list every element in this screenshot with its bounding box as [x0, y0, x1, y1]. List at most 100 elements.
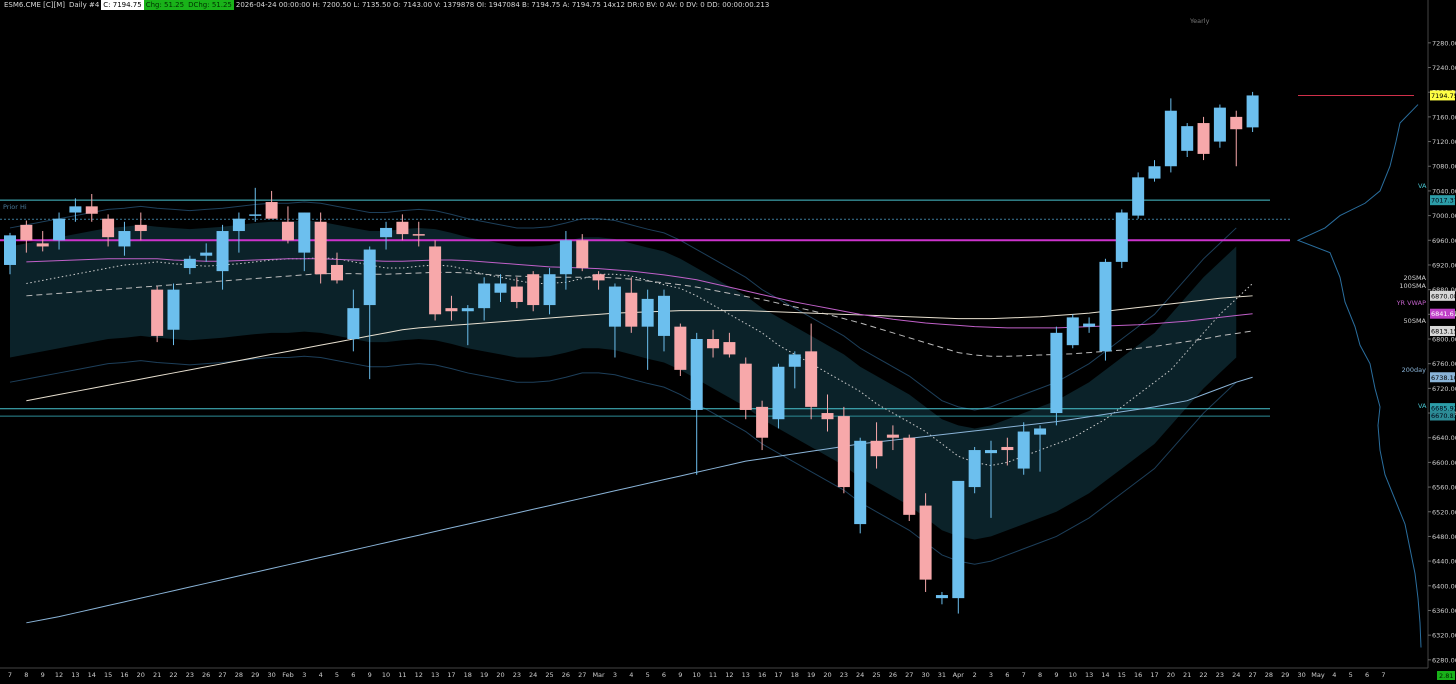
date-tick-label: 27: [218, 671, 226, 679]
corner-badge-box: [1437, 671, 1455, 680]
candle-body: [281, 221, 294, 241]
price-tick-label: 7280.00: [1432, 39, 1456, 47]
price-tick-label: 6360.00: [1432, 607, 1456, 615]
candle-body: [1246, 95, 1259, 128]
va-low-badge-text: 6685.92: [1431, 405, 1456, 413]
date-tick-label: 20: [1167, 671, 1175, 679]
down-candle: [510, 277, 523, 309]
down-candle: [886, 425, 899, 451]
date-tick-label: 26: [562, 671, 570, 679]
date-tick-label: 26: [202, 671, 210, 679]
va-low-label: VA: [1418, 402, 1427, 410]
candle-body: [919, 505, 932, 580]
down-candle: [576, 234, 589, 272]
up-candle: [559, 231, 572, 290]
sma50-badge-box: [1430, 325, 1455, 336]
date-tick-label: 6: [1365, 671, 1369, 679]
down-candle: [903, 434, 916, 522]
up-candle: [1099, 258, 1112, 361]
date-tick-label: 30: [267, 671, 275, 679]
date-tick-label: 19: [807, 671, 815, 679]
va-high-badge-text: 7017.37: [1431, 197, 1456, 205]
down-candle: [1001, 437, 1014, 466]
date-tick-label: Mar: [592, 671, 605, 679]
candle-body: [658, 295, 670, 336]
candle-body: [445, 308, 458, 312]
up-candle: [118, 221, 131, 256]
candle-body: [461, 308, 474, 312]
price-tick-label: 6640.00: [1432, 434, 1456, 442]
down-candle: [429, 240, 442, 321]
date-tick-label: 15: [104, 671, 112, 679]
candle-body: [1148, 166, 1161, 179]
date-tick-label: 3: [613, 671, 617, 679]
up-candle: [1246, 91, 1259, 133]
price-tick-label: 6960.00: [1432, 237, 1456, 245]
va-high-badge-box: [1430, 195, 1455, 206]
bollinger-bands: [9, 201, 1237, 565]
candles: [4, 91, 1259, 614]
up-candle: [1164, 98, 1177, 173]
up-candle: [1115, 209, 1128, 269]
candle-body: [1066, 317, 1079, 346]
candle-body: [494, 283, 507, 293]
prior-high-label: Prior Hi: [3, 203, 27, 211]
candle-body: [527, 274, 540, 306]
interval-label[interactable]: Daily #4: [69, 1, 100, 9]
date-tick-label: 5: [335, 671, 339, 679]
date-tick-label: 9: [1054, 671, 1058, 679]
candle-body: [854, 440, 867, 525]
date-tick-label: 6: [662, 671, 666, 679]
price-tick-label: 7160.00: [1432, 113, 1456, 121]
date-tick-label: 15: [1118, 671, 1126, 679]
candle-body: [772, 366, 785, 420]
date-tick-label: 19: [480, 671, 488, 679]
candle-body: [265, 202, 278, 219]
down-candle: [756, 400, 769, 451]
date-tick-label: 23: [1216, 671, 1224, 679]
candle-body: [412, 234, 425, 236]
candle-body: [985, 450, 997, 454]
symbol-label[interactable]: ESM6.CME [C][M]: [4, 1, 66, 9]
up-candle: [232, 212, 245, 253]
up-candle: [788, 351, 801, 389]
candle-body: [739, 363, 752, 410]
date-tick-label: 5: [1349, 671, 1353, 679]
candle-body: [20, 224, 33, 241]
candle-body: [298, 212, 311, 253]
price-tick-label: 6920.00: [1432, 261, 1456, 269]
candle-body: [968, 450, 981, 488]
yr-vwap-label: YR VWAP: [1396, 299, 1427, 307]
sma100-badge-text: 6870.08: [1431, 292, 1456, 300]
candle-body: [1017, 431, 1030, 469]
candle-body: [903, 437, 916, 515]
volume-profile: [1296, 104, 1422, 648]
candle-body: [1050, 332, 1063, 414]
series-yr-vwap: [26, 258, 1253, 329]
candle-body: [886, 434, 899, 438]
down-candle: [527, 271, 540, 312]
band-fill: [10, 220, 1237, 540]
candle-body: [1181, 126, 1194, 151]
down-candle: [592, 271, 605, 290]
candle-body: [608, 286, 621, 327]
candle-body: [314, 221, 327, 275]
up-candle: [608, 283, 621, 358]
date-tick-label: 20: [823, 671, 831, 679]
price-tick-label: 6800.00: [1432, 336, 1456, 344]
price-tick-label: 6440.00: [1432, 558, 1456, 566]
candle-body: [363, 249, 376, 306]
date-tick-label: 13: [431, 671, 439, 679]
candle-body: [478, 283, 491, 309]
candle-body: [347, 308, 360, 339]
date-tick-label: 9: [41, 671, 45, 679]
date-tick-label: 10: [382, 671, 390, 679]
candle-body: [837, 416, 850, 488]
date-tick-label: 16: [758, 671, 766, 679]
candle-body: [331, 264, 343, 281]
date-tick-label: 12: [725, 671, 733, 679]
up-candle: [1066, 314, 1079, 349]
date-tick-label: 11: [709, 671, 717, 679]
